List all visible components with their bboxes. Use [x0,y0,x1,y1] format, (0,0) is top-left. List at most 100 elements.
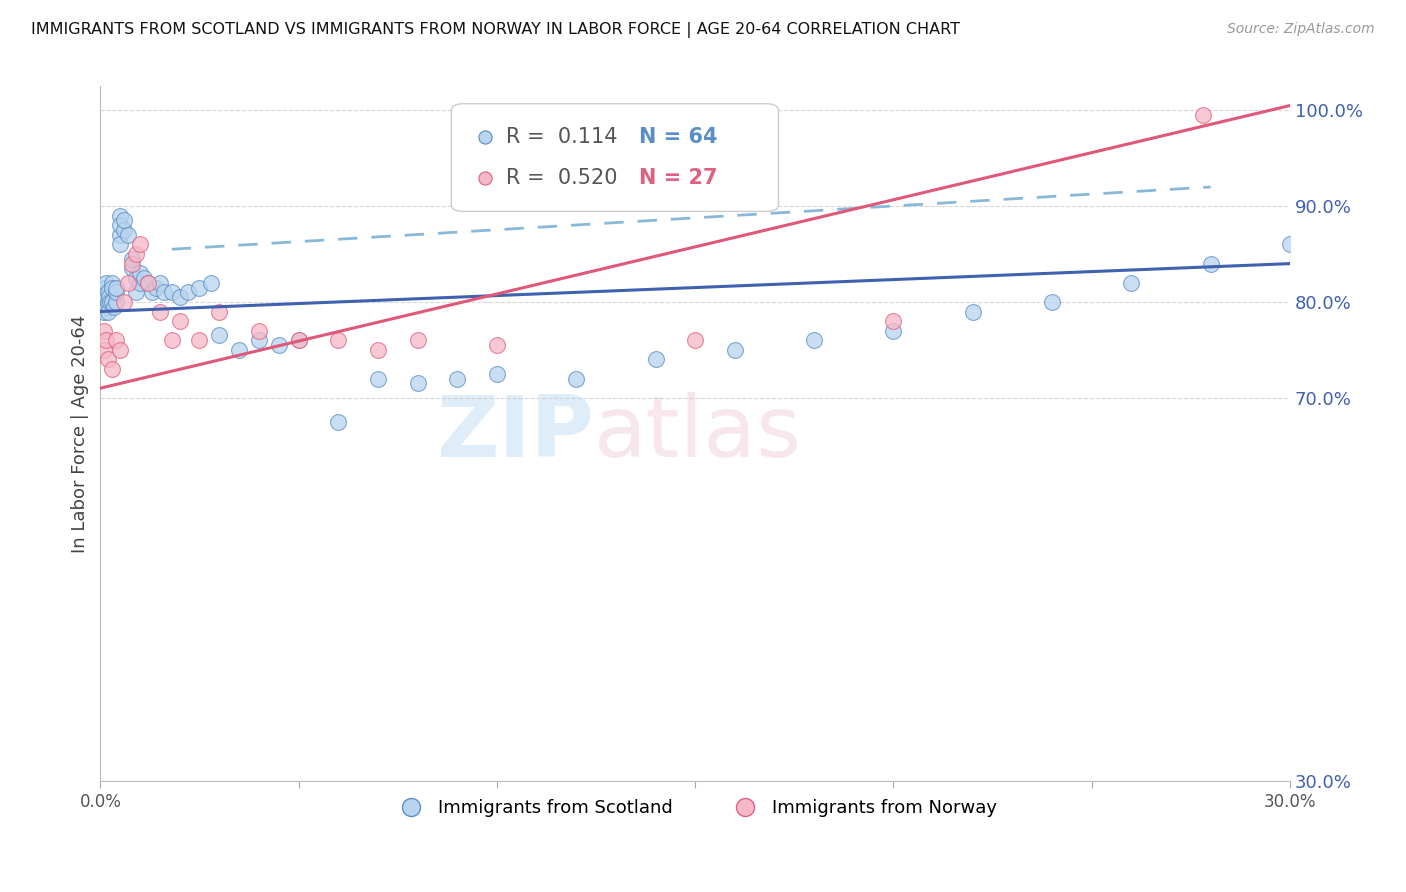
Point [200,276,222,290]
Point [1369,173,1392,187]
Text: R =  0.520: R = 0.520 [506,169,617,188]
Point [328,415,350,429]
Point [160,333,183,347]
Point [136,276,159,290]
Point [367,343,389,357]
Point [121,257,143,271]
Point [101,294,124,309]
Text: atlas: atlas [595,392,801,475]
Point [129,276,152,290]
Point [101,276,124,290]
Point [1040,294,1063,309]
Point [121,252,143,266]
Point [101,362,124,376]
Point [1279,237,1302,252]
Point [97,285,120,300]
Point [287,333,309,347]
Point [644,352,666,367]
Point [188,280,211,294]
Point [367,371,389,385]
Point [103,300,125,314]
Point [1191,108,1213,122]
Point [129,237,152,252]
Point [108,227,131,242]
Point [247,324,270,338]
Point [96,300,118,314]
Point [105,333,128,347]
Point [169,314,191,328]
Point [962,304,984,318]
Point [101,280,124,294]
Legend: Immigrants from Scotland, Immigrants from Norway: Immigrants from Scotland, Immigrants fro… [385,791,1004,824]
Point [93,304,115,318]
FancyBboxPatch shape [451,103,779,211]
Point [105,285,128,300]
Point [105,280,128,294]
Point [93,324,115,338]
Text: N = 64: N = 64 [640,127,718,147]
Point [97,352,120,367]
Point [882,324,904,338]
Point [882,314,904,328]
Point [112,213,135,227]
Point [803,333,825,347]
Point [117,276,139,290]
Point [112,223,135,237]
Point [169,290,191,304]
Point [94,280,117,294]
Point [485,367,508,381]
Point [98,294,121,309]
Point [446,371,468,385]
Point [228,343,250,357]
Point [149,304,172,318]
Point [96,290,118,304]
Point [125,285,148,300]
Point [91,294,114,309]
Point [188,333,211,347]
Point [485,338,508,352]
Point [129,266,152,280]
Point [132,271,155,285]
Point [267,338,290,352]
Point [406,376,429,391]
Point [176,285,198,300]
Point [149,276,172,290]
Point [108,343,131,357]
Point [108,219,131,233]
Point [1369,230,1392,244]
Point [97,294,120,309]
Point [93,294,115,309]
Point [136,276,159,290]
Point [208,304,231,318]
Text: R =  0.114: R = 0.114 [506,127,617,147]
Point [208,328,231,343]
Point [105,294,128,309]
Point [121,261,143,276]
Point [724,343,747,357]
Point [117,227,139,242]
Point [406,333,429,347]
Y-axis label: In Labor Force | Age 20-64: In Labor Force | Age 20-64 [72,315,89,553]
Point [112,294,135,309]
Point [328,333,350,347]
Point [125,247,148,261]
Point [96,276,118,290]
Point [93,285,115,300]
Point [93,343,115,357]
Point [287,333,309,347]
Point [98,290,121,304]
Text: Source: ZipAtlas.com: Source: ZipAtlas.com [1227,22,1375,37]
Point [125,271,148,285]
Point [141,285,163,300]
Point [108,209,131,223]
Point [565,371,588,385]
Point [96,333,118,347]
Point [247,333,270,347]
Point [145,280,167,294]
Point [108,237,131,252]
Point [1121,276,1143,290]
Text: ZIP: ZIP [436,392,595,475]
Text: IMMIGRANTS FROM SCOTLAND VS IMMIGRANTS FROM NORWAY IN LABOR FORCE | AGE 20-64 CO: IMMIGRANTS FROM SCOTLAND VS IMMIGRANTS F… [31,22,960,38]
Point [153,285,176,300]
Point [683,333,706,347]
